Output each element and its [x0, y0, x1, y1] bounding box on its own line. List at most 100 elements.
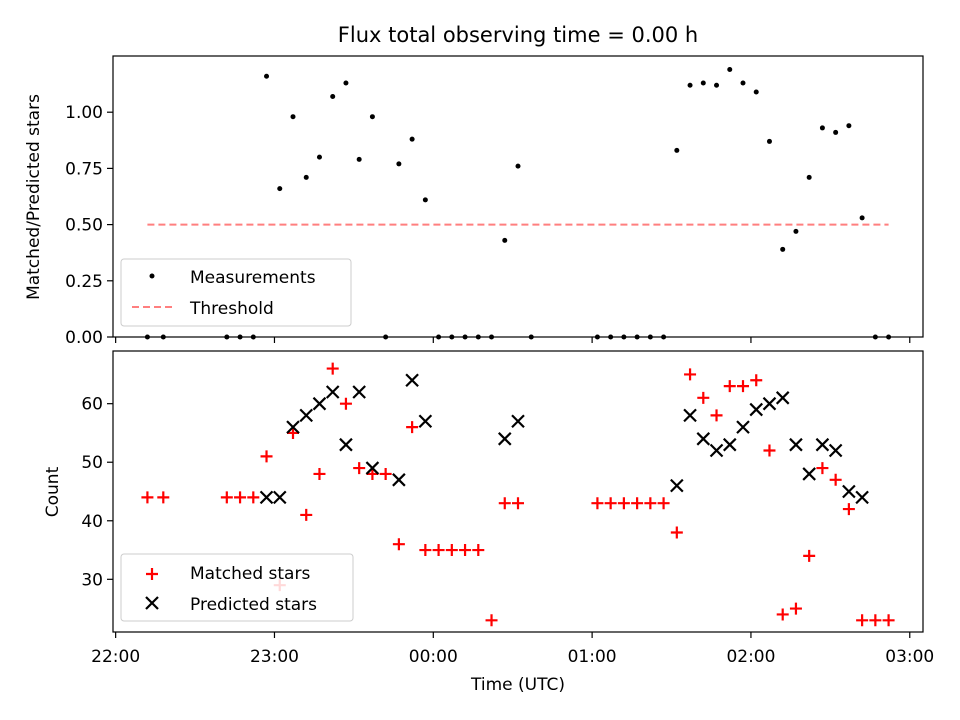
y-tick-label: 0.25: [65, 272, 103, 292]
matched-star-point: [697, 391, 710, 404]
predicted-star-point: [497, 432, 512, 446]
matched-star-point: [445, 544, 458, 557]
measurement-point: [806, 174, 812, 180]
matched-star-point: [737, 380, 749, 393]
matched-star-point: [366, 467, 379, 480]
x-tick-label: 22:00: [91, 647, 140, 667]
matched-star-point: [157, 491, 170, 504]
matched-star-point: [842, 503, 855, 516]
measurement-point: [753, 89, 759, 95]
predicted-star-point: [325, 385, 340, 399]
bottom-axes: 30 40 50 60 22:00 23:00 00:00 01:00 02:00 03:00: [81, 395, 934, 667]
measurements-legend-label: Measurements: [190, 268, 316, 288]
matched-legend-marker: [146, 568, 158, 580]
matched-star-point: [141, 491, 154, 504]
matched-star-point: [604, 497, 617, 510]
matched-star-point: [313, 467, 326, 480]
top-axes-frame: [112, 55, 924, 338]
top-legend: Measurements Threshold: [120, 258, 352, 327]
predicted-star-point: [352, 385, 366, 399]
predicted-star-point: [299, 408, 314, 423]
matched-star-point: [723, 380, 736, 393]
matched-star-point: [234, 491, 247, 504]
predicted-star-point: [828, 443, 843, 458]
predicted-star-point: [722, 437, 737, 452]
measurement-point: [780, 246, 786, 252]
predicted-star-point: [762, 396, 777, 411]
predicted-star-point: [749, 402, 764, 417]
top-legend-box: [120, 258, 352, 327]
top-panel: 0.00 0.25 0.50 0.75 1.00 Matched/Predicted s…: [24, 55, 924, 348]
matched-star-point: [816, 462, 829, 475]
measurement-point: [700, 80, 706, 86]
matched-star-point: [803, 549, 816, 562]
predicted-star-point: [815, 437, 830, 452]
matched-star-point: [750, 374, 763, 387]
matched-star-point: [684, 368, 697, 381]
measurement-point: [356, 156, 362, 162]
measurements-legend-marker: [149, 273, 155, 279]
measurement-point: [502, 237, 508, 243]
predicted-star-point: [405, 373, 419, 388]
measurement-point: [766, 138, 772, 144]
y-tick-label: 60: [81, 395, 103, 415]
top-plot-area: [144, 66, 892, 340]
bottom-panel: 30 40 50 60 22:00 23:00 00:00 01:00 02:00 03:00 C…: [43, 350, 934, 695]
predicted-star-point: [855, 490, 869, 505]
predicted-star-point: [392, 473, 406, 487]
matched-star-point: [829, 473, 842, 486]
bottom-axes-frame: [112, 350, 924, 633]
matched-star-point: [763, 444, 776, 457]
matched-star-point: [472, 544, 485, 557]
bottom-legend: Matched stars Predicted stars: [120, 553, 354, 622]
matched-star-point: [392, 538, 405, 551]
x-tick-label: 03:00: [885, 647, 934, 667]
matched-star-point: [300, 508, 313, 521]
bottom-legend-box: [120, 553, 354, 622]
y-tick-label: 0.75: [65, 159, 103, 179]
measurement-point: [396, 161, 402, 167]
y-tick-label: 40: [81, 512, 103, 532]
measurement-point: [819, 125, 825, 131]
predicted-star-point: [511, 414, 525, 429]
y-tick-label: 30: [81, 570, 103, 590]
x-tick-label: 23:00: [250, 647, 299, 667]
measurement-point: [330, 93, 336, 99]
predicted-star-point: [802, 467, 816, 481]
x-tick-label: 01:00: [568, 647, 617, 667]
matched-star-point: [644, 497, 657, 510]
predicted-star-point: [365, 461, 380, 475]
x-axis-label: Time (UTC): [470, 675, 565, 695]
top-axes: 0.00 0.25 0.50 0.75 1.00: [65, 103, 911, 348]
matched-star-point: [353, 462, 366, 475]
bottom-y-axis-label: Count: [43, 466, 63, 517]
matched-star-point: [339, 397, 352, 410]
measurement-point: [303, 174, 309, 180]
matched-star-point: [326, 362, 339, 375]
measurement-point: [714, 82, 720, 88]
measurement-point: [369, 114, 375, 120]
measurement-point: [833, 129, 839, 135]
matched-star-point: [379, 467, 392, 480]
predicted-star-point: [696, 432, 711, 446]
predicted-star-point: [736, 420, 750, 434]
matched-star-point: [856, 614, 869, 627]
predicted-star-point: [418, 414, 433, 429]
predicted-star-point: [286, 420, 300, 434]
predicted-star-point: [775, 391, 790, 405]
y-tick-label: 1.00: [65, 103, 103, 123]
predicted-star-point: [842, 484, 856, 499]
y-tick-label: 0.50: [65, 216, 103, 236]
matched-star-point: [419, 544, 432, 557]
predicted-star-point: [259, 490, 274, 505]
predicted-star-point: [683, 408, 697, 423]
predicted-star-point: [670, 478, 684, 493]
x-tick-label: 00:00: [409, 647, 458, 667]
predicted-legend-label: Predicted stars: [190, 595, 317, 615]
matched-star-point: [631, 497, 644, 510]
matched-star-point: [220, 491, 233, 504]
matched-star-point: [869, 614, 882, 627]
y-tick-label: 50: [81, 453, 103, 473]
measurement-point: [422, 197, 428, 203]
